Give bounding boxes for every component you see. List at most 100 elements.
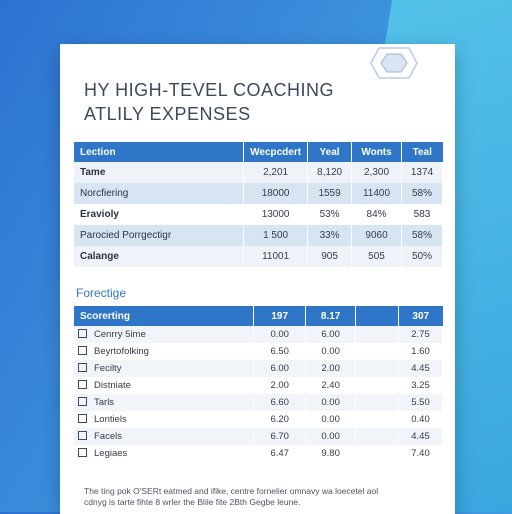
table-row: Facels 6.70 0.00 4.45: [74, 428, 443, 445]
table-cell: 2,201: [243, 162, 309, 183]
table-cell: [355, 377, 399, 394]
row-label: Tame: [74, 162, 245, 183]
table-cell: 0.00: [305, 343, 357, 360]
table-cell: [355, 428, 399, 445]
checkbox[interactable]: [78, 397, 87, 406]
column-header: 197: [253, 306, 307, 326]
table-cell: 6.00: [305, 326, 357, 343]
row-label: Parocied Porrgectigr: [74, 225, 245, 246]
table-cell: 2.00: [305, 360, 357, 377]
table-cell: 13000: [243, 204, 309, 225]
table-cell: 7.40: [398, 445, 443, 462]
table-cell: 33%: [307, 225, 353, 246]
table-cell: [355, 343, 399, 360]
table-cell: 58%: [401, 225, 443, 246]
table-row: Legiaes 6.47 9.80 7.40: [74, 445, 443, 462]
checkbox[interactable]: [78, 329, 87, 338]
row-label: Distniate: [74, 377, 255, 394]
table-cell: 6.47: [253, 445, 307, 462]
table-cell: 583: [401, 204, 443, 225]
column-header: 8.17: [305, 306, 357, 326]
checkbox[interactable]: [78, 363, 87, 372]
table-cell: 0.00: [305, 428, 357, 445]
table-cell: 0.00: [305, 411, 357, 428]
table-cell: 5.50: [398, 394, 443, 411]
table-cell: 1374: [401, 162, 443, 183]
column-header: Yeal: [307, 142, 353, 162]
footer-line-2: cdnyg is tarte fihte 8 wrler the Blile f…: [84, 497, 301, 507]
column-header: 307: [398, 306, 443, 326]
table-cell: 6.50: [253, 343, 307, 360]
row-label-text: Distniate: [94, 380, 131, 391]
table-header-row: Scorerting 197 8.17 307: [74, 306, 443, 326]
table-cell: 0.00: [305, 394, 357, 411]
table-cell: [355, 445, 399, 462]
table-cell: 6.20: [253, 411, 307, 428]
table-row: Lontiels 6.20 0.00 0.40: [74, 411, 443, 428]
table-cell: 2.40: [305, 377, 357, 394]
row-label: Legiaes: [74, 445, 255, 462]
row-label: Calange: [74, 246, 245, 267]
table-cell: [355, 411, 399, 428]
table-row: Fecilty 6.00 2.00 4.45: [74, 360, 443, 377]
column-header: Wecpcdert: [243, 142, 309, 162]
section-heading: Forectige: [76, 286, 127, 300]
checkbox[interactable]: [78, 431, 87, 440]
checkbox[interactable]: [78, 346, 87, 355]
title-line-2: ATLILY EXPENSES: [84, 104, 251, 124]
row-label: Cenrry 5ime: [74, 326, 255, 343]
table-cell: 11001: [243, 246, 309, 267]
table-cell: 6.60: [253, 394, 307, 411]
table-row: Beyrtofolking 6.50 0.00 1.60: [74, 343, 443, 360]
table-cell: [355, 326, 399, 343]
table-cell: 53%: [307, 204, 353, 225]
column-header: Lection: [74, 142, 245, 162]
table-cell: 2,300: [351, 162, 402, 183]
title-line-1: HY HIGH-TEVEL COACHING: [84, 80, 335, 100]
table-row: Tame 2,201 8,120 2,300 1374: [74, 162, 443, 183]
table-header-row: Lection Wecpcdert Yeal Wonts Teal: [74, 142, 443, 162]
table-cell: 9060: [351, 225, 402, 246]
table-cell: [355, 394, 399, 411]
table-cell: 3.25: [398, 377, 443, 394]
table-cell: 2.00: [253, 377, 307, 394]
table-row: Parocied Porrgectigr 1 500 33% 9060 58%: [74, 225, 443, 246]
table-cell: 0.00: [253, 326, 307, 343]
row-label-text: Lontiels: [94, 414, 127, 425]
row-label-text: Legiaes: [94, 448, 128, 459]
checkbox[interactable]: [78, 414, 87, 423]
table-cell: 8,120: [307, 162, 353, 183]
table-cell: [355, 360, 399, 377]
table-row: Eravioly 13000 53% 84% 583: [74, 204, 443, 225]
row-label: Fecilty: [74, 360, 255, 377]
row-label: Lontiels: [74, 411, 255, 428]
table-cell: 905: [307, 246, 353, 267]
table-cell: 18000: [243, 183, 309, 204]
row-label: Tarls: [74, 394, 255, 411]
table-row: Calange 11001 905 505 50%: [74, 246, 443, 267]
row-label: Eravioly: [74, 204, 245, 225]
row-label: Norcfiering: [74, 183, 245, 204]
table-cell: 84%: [351, 204, 402, 225]
column-header: Scorerting: [74, 306, 255, 326]
checkbox[interactable]: [78, 380, 87, 389]
table-cell: 11400: [351, 183, 402, 204]
table-cell: 1559: [307, 183, 353, 204]
column-header: Wonts: [351, 142, 402, 162]
table-row: Norcfiering 18000 1559 11400 58%: [74, 183, 443, 204]
checkbox[interactable]: [78, 448, 87, 457]
expenses-table: Lection Wecpcdert Yeal Wonts Teal Tame 2…: [74, 142, 443, 267]
table-cell: 505: [351, 246, 402, 267]
table-cell: 2.75: [398, 326, 443, 343]
row-label-text: Tarls: [94, 397, 115, 408]
footer-note: The ting pok O'SERt eatmed and ifike, ce…: [84, 486, 424, 508]
row-label-text: Fecilty: [94, 363, 122, 374]
column-header: [355, 306, 399, 326]
document-sheet: HY HIGH-TEVEL COACHING ATLILY EXPENSES L…: [60, 44, 455, 514]
column-header: Teal: [401, 142, 443, 162]
row-label-text: Beyrtofolking: [94, 346, 149, 357]
table-cell: 6.00: [253, 360, 307, 377]
table-cell: 1 500: [243, 225, 309, 246]
table-cell: 50%: [401, 246, 443, 267]
table-row: Distniate 2.00 2.40 3.25: [74, 377, 443, 394]
